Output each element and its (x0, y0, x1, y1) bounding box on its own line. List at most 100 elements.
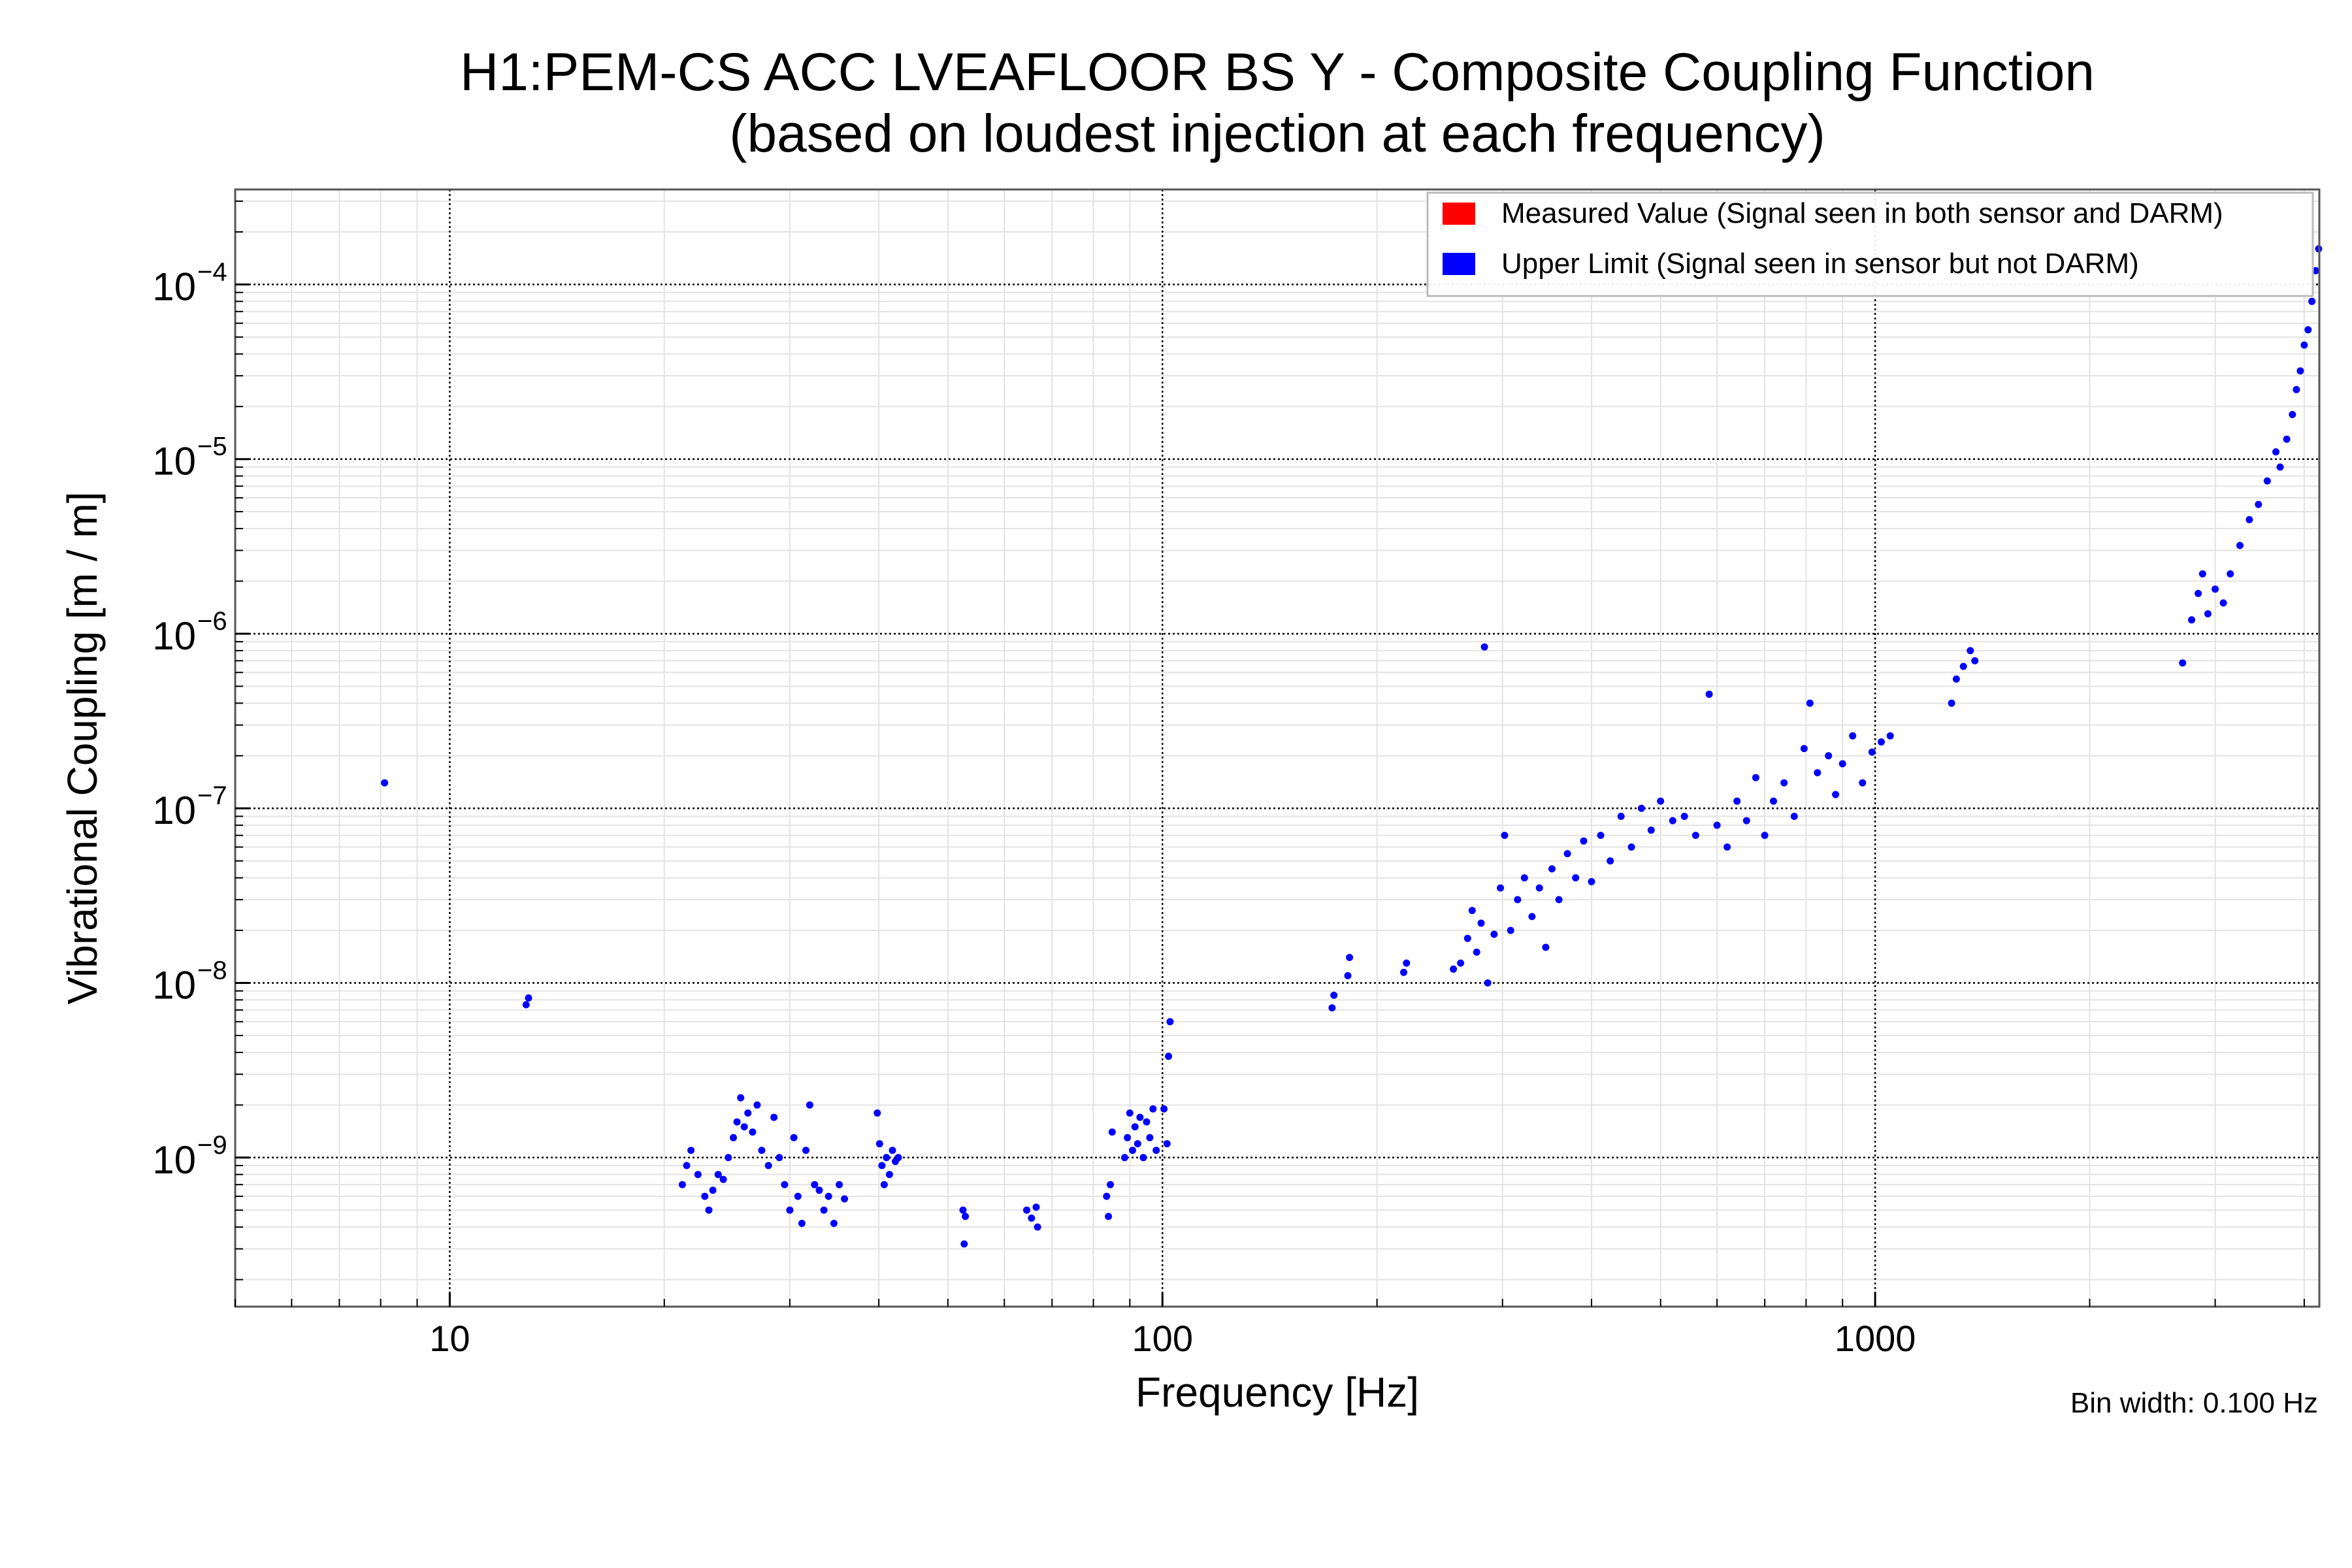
upper-limit-point (1463, 934, 1471, 942)
upper-limit-point (1473, 948, 1480, 956)
upper-limit-point (2308, 297, 2316, 305)
upper-limit-point (725, 1154, 732, 1162)
upper-limit-point (794, 1192, 802, 1200)
upper-limit-point (1152, 1147, 1160, 1154)
upper-limit-point (744, 1109, 752, 1117)
upper-limit-point (815, 1186, 823, 1194)
upper-limit-point (885, 1171, 893, 1179)
upper-limit-point (1528, 913, 1536, 921)
upper-limit-point (1886, 732, 1894, 740)
upper-limit-point (1124, 1134, 1132, 1141)
upper-limit-point (1103, 1192, 1111, 1200)
upper-limit-point (1023, 1206, 1030, 1214)
upper-limit-point (1806, 699, 1814, 707)
upper-limit-point (883, 1154, 890, 1162)
legend-box (1426, 191, 2314, 297)
upper-limit-point (1520, 874, 1528, 882)
upper-limit-point (875, 1140, 883, 1148)
y-tick-label: 10 (152, 440, 196, 483)
upper-limit-point (1450, 965, 1458, 973)
upper-limit-point (694, 1171, 702, 1179)
upper-limit-point (962, 1213, 970, 1220)
x-tick-label: 1000 (1835, 1318, 1916, 1359)
upper-limit-point (802, 1147, 809, 1154)
upper-limit-point (1770, 797, 1777, 805)
upper-limit-point (522, 1001, 530, 1009)
upper-limit-point (776, 1154, 783, 1162)
upper-limit-point (1139, 1154, 1147, 1162)
upper-limit-point (1105, 1213, 1113, 1220)
upper-limit-point (1868, 748, 1876, 756)
upper-limit-point (1607, 857, 1614, 865)
upper-limit-point (1825, 752, 1833, 760)
y-tick-label: 10 (152, 964, 196, 1007)
upper-limit-point (1878, 738, 1885, 746)
upper-limit-point (701, 1192, 709, 1200)
upper-limit-point (1705, 691, 1713, 698)
plot-area-frame (234, 188, 2321, 1308)
x-tick-label: 100 (1132, 1318, 1193, 1359)
legend-label-upper-limit: Upper Limit (Signal seen in sensor but n… (1501, 248, 2139, 280)
upper-limit-point (874, 1109, 881, 1117)
upper-limit-point (1330, 991, 1338, 999)
upper-limit-point (1328, 1004, 1336, 1012)
upper-limit-point (1967, 647, 1974, 655)
upper-limit-point (1752, 774, 1759, 781)
upper-limit-point (1034, 1223, 1041, 1231)
upper-limit-point (1344, 972, 1352, 979)
upper-limit-point (1134, 1140, 1141, 1148)
upper-limit-point (1542, 943, 1550, 951)
legend-swatch-measured (1443, 203, 1475, 225)
upper-limit-point (1588, 878, 1595, 885)
upper-limit-point (525, 994, 532, 1002)
upper-limit-point (1149, 1105, 1157, 1113)
upper-limit-point (2188, 616, 2195, 624)
upper-limit-point (1514, 896, 1522, 904)
upper-limit-point (1780, 779, 1788, 787)
upper-limit-point (758, 1147, 766, 1154)
y-tick-label-exponent: −6 (197, 607, 227, 636)
y-tick-label-exponent: −9 (197, 1131, 227, 1160)
y-tick-label-exponent: −8 (197, 956, 227, 985)
upper-limit-point (1647, 826, 1655, 834)
upper-limit-point (2219, 599, 2227, 607)
legend-swatch-upper-limit (1443, 253, 1475, 275)
upper-limit-point (1166, 1018, 1174, 1026)
upper-limit-point (1617, 813, 1625, 820)
upper-limit-point (1859, 779, 1867, 787)
upper-limit-point (1580, 837, 1588, 845)
upper-limit-point (1490, 930, 1498, 938)
upper-limit-point (820, 1206, 828, 1214)
upper-limit-point (1657, 797, 1665, 805)
upper-limit-point (1507, 926, 1514, 934)
upper-limit-point (2293, 385, 2300, 393)
upper-limit-point (1800, 745, 1808, 753)
upper-limit-point (1952, 675, 1960, 683)
upper-limit-point (705, 1206, 713, 1214)
upper-limit-point (806, 1101, 813, 1109)
upper-limit-point (1403, 959, 1411, 967)
upper-limit-point (2263, 477, 2271, 485)
upper-limit-point (730, 1134, 737, 1141)
legend-label-measured: Measured Value (Signal seen in both sens… (1501, 197, 2223, 229)
upper-limit-point (1959, 662, 1967, 670)
upper-limit-point (781, 1181, 789, 1188)
data-points (381, 245, 2323, 1248)
upper-limit-point (2272, 448, 2279, 456)
upper-limit-point (1126, 1109, 1134, 1117)
upper-limit-point (2255, 500, 2262, 508)
x-axis-label: Frequency [Hz] (1135, 1369, 1419, 1416)
upper-limit-point (1733, 797, 1741, 805)
upper-limit-point (2289, 411, 2296, 418)
upper-limit-point (830, 1220, 838, 1227)
upper-limit-point (1032, 1203, 1040, 1211)
upper-limit-point (960, 1240, 968, 1248)
upper-limit-point (678, 1181, 686, 1188)
upper-limit-point (1742, 817, 1750, 825)
y-tick-label-exponent: −7 (197, 781, 227, 810)
upper-limit-point (1160, 1105, 1168, 1113)
legend: Measured Value (Signal seen in both sens… (1426, 191, 2314, 297)
upper-limit-point (1143, 1118, 1151, 1126)
upper-limit-point (2227, 570, 2234, 578)
